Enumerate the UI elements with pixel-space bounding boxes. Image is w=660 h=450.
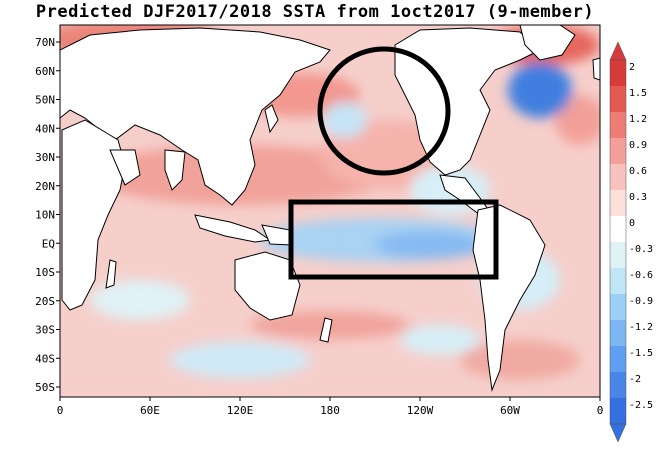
colorbar-swatch [610,86,626,112]
lon-label: 0 [597,404,604,417]
colorbar-label: 0 [629,218,635,229]
colorbar-swatch [610,346,626,372]
colorbar-swatch [610,164,626,190]
lat-label: 40N [35,122,55,135]
lat-label: 20S [35,295,55,308]
colorbar-swatch [610,372,626,398]
colorbar-label: 0.3 [629,192,647,203]
colorbar-label: 2 [629,62,635,73]
lon-label: 60E [140,404,160,417]
colorbar-label: -1.2 [629,322,653,333]
colorbar-label: -2.5 [629,400,653,411]
colorbar-swatch [610,398,626,424]
lat-label: 50N [35,94,55,107]
lat-label: 10S [35,266,55,279]
colorbar-swatch [610,216,626,242]
colorbar-swatch [610,190,626,216]
colorbar-arrow-bottom [609,423,627,443]
lon-label: 0 [57,404,64,417]
colorbar-label: 0.6 [629,166,647,177]
colorbar-swatch [610,242,626,268]
colorbar: 2 1.5 1.2 0.9 0.6 0.3 0 -0.3 -0.6 -0.9 -1.2 -1.5 -2 -… [609,41,653,443]
lat-label: 30S [35,324,55,337]
lat-label: 20N [35,180,55,193]
lon-label: 60W [500,404,520,417]
lon-label: 120E [227,404,254,417]
lat-label: 40S [35,352,55,365]
colorbar-swatch [610,268,626,294]
lat-label: EQ [42,237,55,250]
colorbar-label: -0.6 [629,270,653,281]
lat-label: 10N [35,209,55,222]
annotation-circle [317,46,451,176]
lon-label: 180 [320,404,340,417]
colorbar-label: 1.2 [629,114,647,125]
map-title: Predicted DJF2017/2018 SSTA from 1oct201… [35,2,595,22]
colorbar-swatch [610,138,626,164]
lat-label: 70N [35,36,55,49]
colorbar-swatch [610,112,626,138]
colorbar-swatch [610,60,626,86]
colorbar-label: -1.5 [629,348,653,359]
colorbar-label: -0.3 [629,244,653,255]
lon-label: 120W [407,404,434,417]
annotation-box [288,199,499,280]
land-masses [60,25,600,392]
colorbar-label: 0.9 [629,140,647,151]
ssta-field [60,25,600,397]
lat-label: 60N [35,65,55,78]
colorbar-swatch [610,320,626,346]
lat-label: 30N [35,151,55,164]
colorbar-label: -2 [629,374,641,385]
colorbar-label: -0.9 [629,296,653,307]
lat-label: 50S [35,381,55,394]
colorbar-swatch [610,294,626,320]
colorbar-arrow-top [609,41,627,61]
colorbar-label: 1.5 [629,88,647,99]
